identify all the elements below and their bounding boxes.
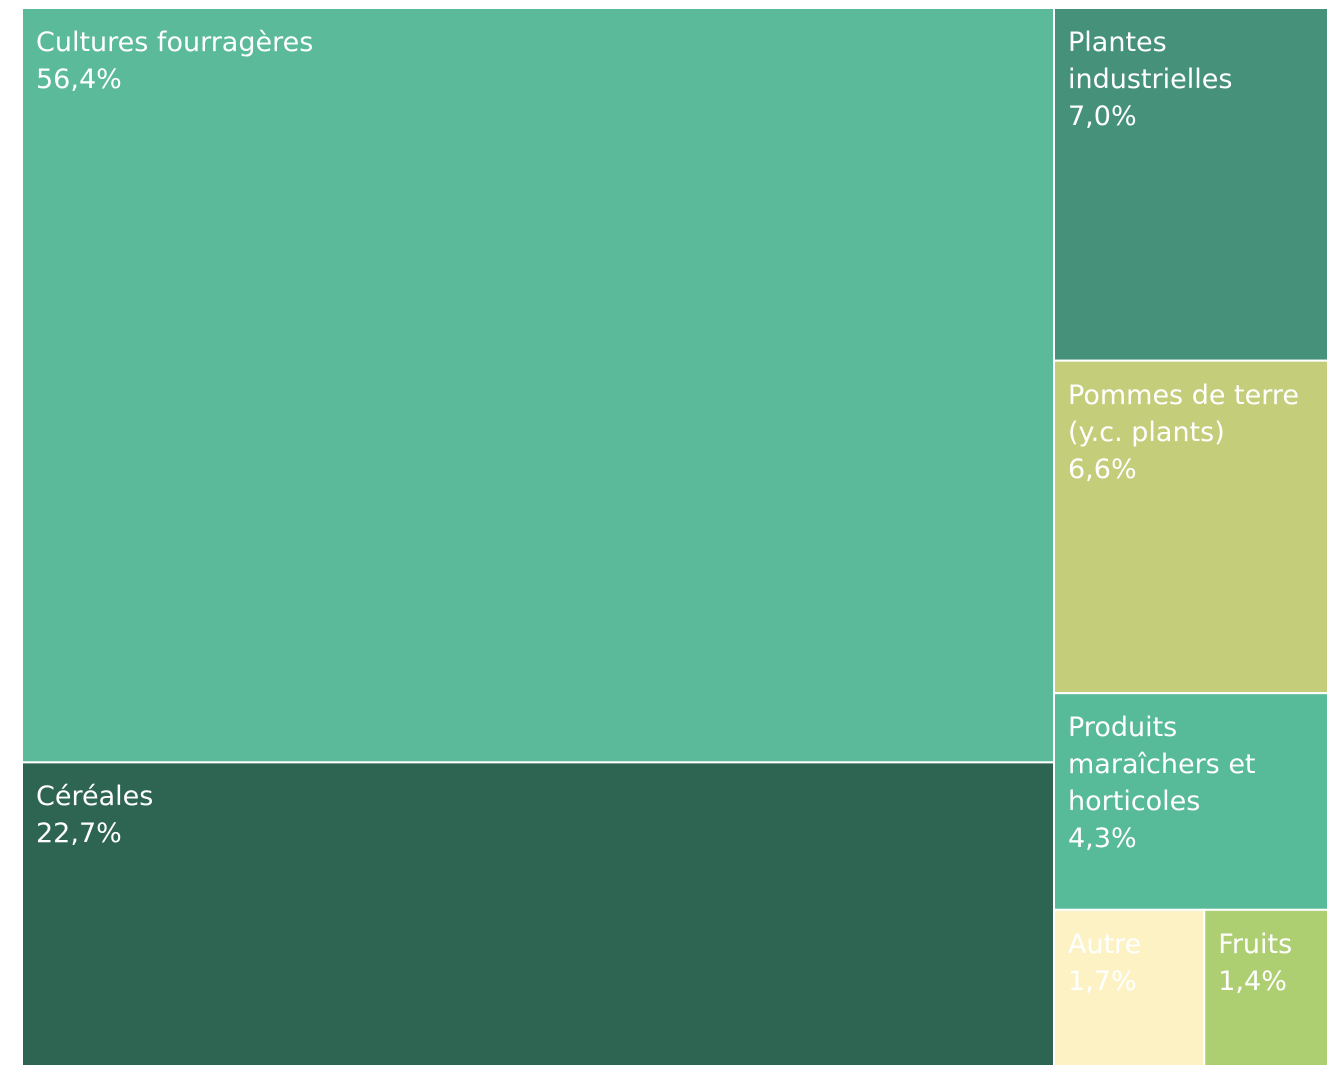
cell-rect bbox=[21, 7, 1056, 764]
cell-label: Produits maraîchers et horticoles 4,3% bbox=[1054, 693, 1328, 910]
cell-label-box: Pommes de terre (y.c. plants) 6,6% bbox=[1054, 361, 1328, 694]
cell-label-box: Céréales 22,7% bbox=[22, 762, 1054, 1066]
cell-rect bbox=[1053, 908, 1206, 1066]
cell-label: Fruits 1,4% bbox=[1204, 910, 1328, 1066]
treemap-cell: Fruits 1,4% bbox=[1203, 908, 1330, 1066]
cell-rect bbox=[1053, 7, 1330, 362]
value-label: 6,6% bbox=[1068, 453, 1137, 485]
cell-label-box: Autre 1,7% bbox=[1054, 910, 1204, 1066]
category-label: Produits maraîchers et horticoles bbox=[1068, 712, 1256, 818]
category-label: Autre bbox=[1068, 928, 1142, 960]
cell-label-box: Cultures fourragères 56,4% bbox=[22, 8, 1054, 762]
treemap-cell: Autre 1,7% bbox=[1053, 908, 1206, 1066]
cell-label: Céréales 22,7% bbox=[22, 762, 1054, 1066]
value-label: 7,0% bbox=[1068, 101, 1137, 132]
value-label: 4,3% bbox=[1068, 823, 1137, 855]
treemap-cell: Céréales 22,7% bbox=[21, 761, 1056, 1066]
cell-label: Plantes industrielles 7,0% bbox=[1054, 8, 1328, 361]
category-label: Fruits bbox=[1218, 928, 1293, 960]
category-label: Plantes industrielles bbox=[1068, 27, 1233, 95]
value-label: 22,7% bbox=[36, 818, 122, 850]
value-label: 56,4% bbox=[36, 64, 122, 95]
value-label: 1,7% bbox=[1068, 965, 1137, 997]
cell-label: Pommes de terre (y.c. plants) 6,6% bbox=[1054, 361, 1328, 694]
category-label: Céréales bbox=[36, 781, 154, 813]
cell-rect bbox=[21, 761, 1056, 1066]
cell-label: Autre 1,7% bbox=[1054, 910, 1204, 1066]
category-label: Cultures fourragères bbox=[36, 27, 314, 58]
category-label: Pommes de terre (y.c. plants) bbox=[1068, 379, 1299, 448]
treemap-cell: Pommes de terre (y.c. plants) 6,6% bbox=[1053, 359, 1330, 695]
cell-label-box: Produits maraîchers et horticoles 4,3% bbox=[1054, 693, 1328, 910]
cell-rect bbox=[1053, 692, 1330, 911]
cell-label-box: Fruits 1,4% bbox=[1204, 910, 1328, 1066]
treemap-cell: Plantes industrielles 7,0% bbox=[1053, 7, 1330, 362]
value-label: 1,4% bbox=[1218, 965, 1287, 997]
treemap-cell: Cultures fourragères 56,4% bbox=[21, 7, 1056, 764]
cell-label: Cultures fourragères 56,4% bbox=[22, 8, 1054, 762]
cell-label-box: Plantes industrielles 7,0% bbox=[1054, 8, 1328, 361]
treemap-cell: Produits maraîchers et horticoles 4,3% bbox=[1053, 692, 1330, 911]
cell-rect bbox=[1053, 359, 1330, 695]
